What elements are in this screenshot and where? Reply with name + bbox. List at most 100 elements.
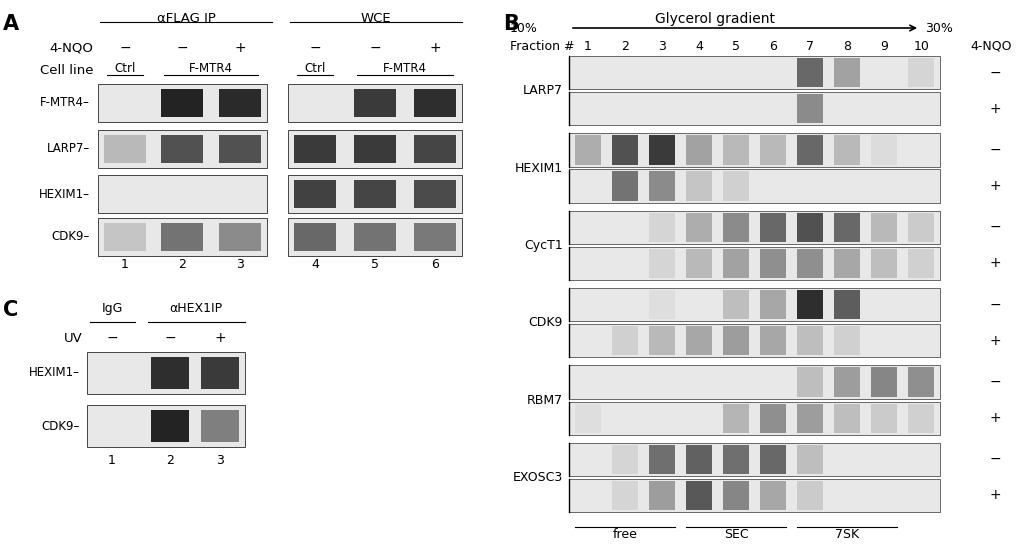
Text: Fraction #: Fraction # xyxy=(510,40,575,52)
Text: Cell line: Cell line xyxy=(40,63,93,76)
Bar xyxy=(288,218,462,256)
Bar xyxy=(797,213,823,242)
Bar xyxy=(414,89,456,117)
Bar xyxy=(649,444,674,474)
Text: +: + xyxy=(429,41,440,55)
Text: UV: UV xyxy=(64,331,83,344)
Text: +: + xyxy=(990,179,1001,193)
Text: −: − xyxy=(369,41,380,55)
Bar xyxy=(872,249,897,278)
Text: F-MTR4: F-MTR4 xyxy=(383,61,427,75)
Text: Glycerol gradient: Glycerol gradient xyxy=(655,12,775,26)
Bar xyxy=(760,213,786,242)
Bar xyxy=(649,213,674,242)
Bar xyxy=(834,326,860,355)
Text: −: − xyxy=(106,331,118,345)
Bar xyxy=(98,175,267,213)
Text: 4: 4 xyxy=(311,258,319,271)
Bar xyxy=(649,481,674,510)
Text: 10%: 10% xyxy=(510,22,538,35)
Text: −: − xyxy=(990,297,1001,311)
Text: 5: 5 xyxy=(732,40,740,52)
Text: A: A xyxy=(3,14,19,34)
Bar xyxy=(575,403,600,433)
Bar xyxy=(219,89,261,117)
Bar xyxy=(908,58,935,87)
Text: C: C xyxy=(3,300,18,320)
Bar xyxy=(834,213,860,242)
Bar xyxy=(834,403,860,433)
Text: αHEX1IP: αHEX1IP xyxy=(170,302,223,315)
Bar xyxy=(569,479,940,512)
Text: CDK9–: CDK9– xyxy=(52,231,89,243)
Bar xyxy=(834,290,860,319)
Bar xyxy=(354,89,396,117)
Bar xyxy=(611,444,638,474)
Bar xyxy=(908,367,935,397)
Text: 8: 8 xyxy=(843,40,851,52)
Text: 3: 3 xyxy=(658,40,666,52)
Bar xyxy=(569,56,940,89)
Bar xyxy=(104,135,146,163)
Bar xyxy=(685,326,712,355)
Text: Ctrl: Ctrl xyxy=(304,61,325,75)
Text: SEC: SEC xyxy=(724,529,749,541)
Bar xyxy=(414,180,456,208)
Text: HEXIM1–: HEXIM1– xyxy=(39,188,89,201)
Text: 6: 6 xyxy=(769,40,777,52)
Bar xyxy=(834,135,860,164)
Bar xyxy=(872,367,897,397)
Text: CycT1: CycT1 xyxy=(524,239,563,252)
Text: −: − xyxy=(309,41,320,55)
Bar xyxy=(872,135,897,164)
Text: −: − xyxy=(119,41,131,55)
Bar xyxy=(219,135,261,163)
Bar xyxy=(723,135,749,164)
Bar xyxy=(797,481,823,510)
Bar xyxy=(151,357,189,389)
Bar xyxy=(414,135,456,163)
Bar xyxy=(98,84,267,122)
Text: EXOSC3: EXOSC3 xyxy=(513,471,563,484)
Text: −: − xyxy=(990,452,1001,466)
Text: 5: 5 xyxy=(371,258,379,271)
Bar xyxy=(908,213,935,242)
Bar xyxy=(649,249,674,278)
Text: 3: 3 xyxy=(236,258,244,271)
Bar xyxy=(569,92,940,125)
Text: +: + xyxy=(990,256,1001,270)
Text: αFLAG IP: αFLAG IP xyxy=(157,12,216,25)
Text: F-MTR4–: F-MTR4– xyxy=(40,96,89,110)
Bar xyxy=(98,130,267,168)
Text: −: − xyxy=(164,331,176,345)
Bar xyxy=(104,223,146,251)
Bar xyxy=(685,249,712,278)
Bar xyxy=(87,352,245,394)
Bar xyxy=(294,180,336,208)
Bar xyxy=(649,290,674,319)
Text: −: − xyxy=(990,375,1001,389)
Bar xyxy=(201,357,239,389)
Text: 7SK: 7SK xyxy=(835,529,859,541)
Bar xyxy=(354,180,396,208)
Text: 2: 2 xyxy=(166,453,174,467)
Text: CDK9–: CDK9– xyxy=(42,419,80,432)
Bar xyxy=(797,94,823,123)
Bar xyxy=(723,481,749,510)
Text: −: − xyxy=(176,41,188,55)
Text: 7: 7 xyxy=(806,40,815,52)
Bar xyxy=(797,326,823,355)
Bar xyxy=(760,481,786,510)
Bar xyxy=(161,223,203,251)
Bar xyxy=(649,135,674,164)
Text: −: − xyxy=(990,220,1001,234)
Bar xyxy=(723,172,749,201)
Text: 4-NQO: 4-NQO xyxy=(49,42,93,55)
Bar xyxy=(569,133,940,167)
Bar xyxy=(569,247,940,280)
Bar xyxy=(611,326,638,355)
Bar xyxy=(569,211,940,244)
Bar xyxy=(723,403,749,433)
Text: +: + xyxy=(234,41,246,55)
Bar xyxy=(649,172,674,201)
